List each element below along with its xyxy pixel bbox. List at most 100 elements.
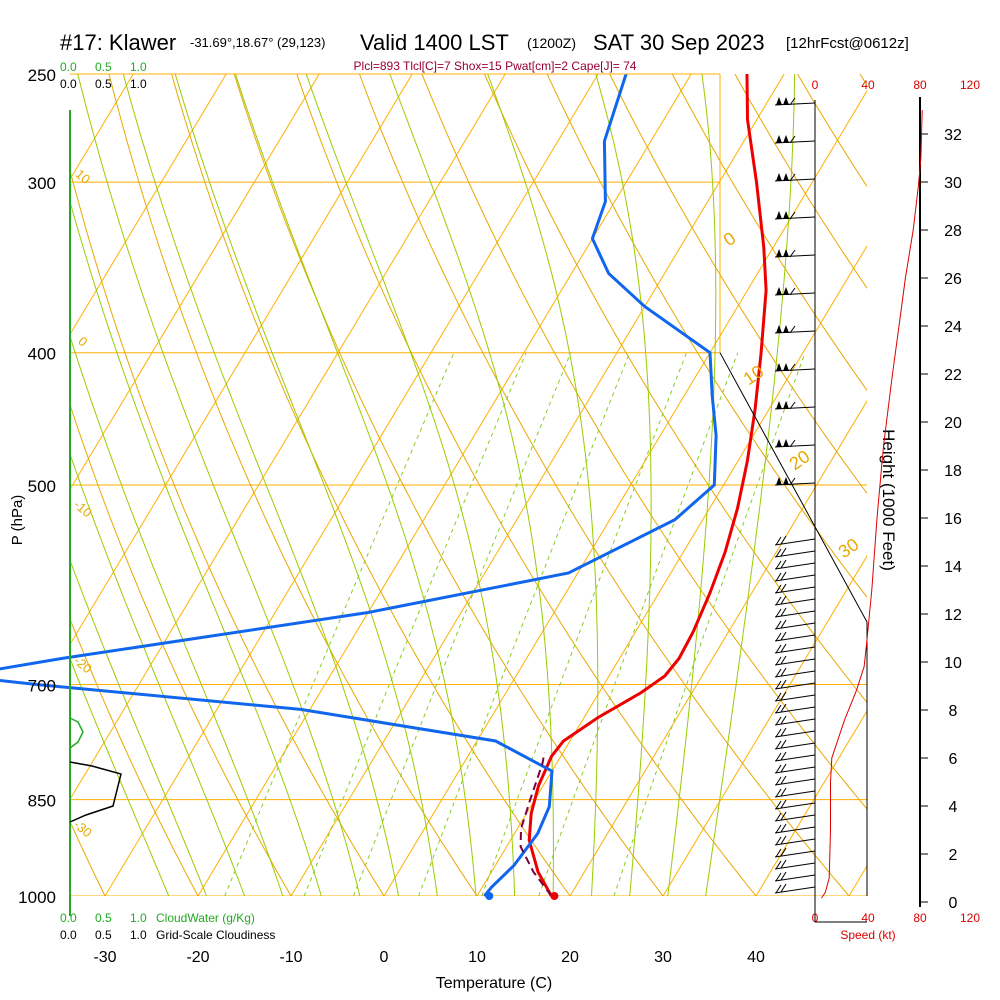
pressure-tick-1000: 1000	[18, 888, 56, 907]
wind-barb	[774, 583, 816, 594]
mixing-ratio-2	[303, 352, 527, 896]
height-tick-4: 4	[949, 799, 958, 816]
cloudwater-profile	[69, 717, 84, 749]
wind-barb-feather	[789, 363, 796, 372]
wind-barb-staff	[774, 682, 816, 690]
wind-barb	[774, 571, 816, 582]
dry-adiabat-50	[358, 74, 850, 896]
isotherm-10	[476, 245, 867, 896]
wind-barbs	[774, 97, 816, 894]
wind-barb-feather	[775, 608, 782, 618]
wind-barb-staff	[774, 730, 816, 738]
wind-barb-feather	[780, 715, 787, 725]
wind-barb-feather	[780, 583, 787, 593]
wind-barb	[774, 173, 816, 182]
wind-speed-curve	[821, 109, 923, 899]
temp-tick-10: 10	[468, 949, 486, 966]
moist-adiabat-4	[122, 74, 400, 896]
dry-adiabat--20	[70, 617, 199, 896]
wind-barb-feather	[775, 716, 782, 726]
wind-barb-feather	[780, 559, 787, 569]
wind-barb-feather	[775, 872, 782, 882]
temp-tick-20: 20	[561, 949, 579, 966]
moist-adiabat--16	[70, 558, 208, 896]
wind-barb-feather	[780, 667, 787, 677]
cloudwater-scale-05: 0.5	[95, 60, 112, 74]
cloudiness-scale-1: 1.0	[130, 77, 147, 91]
wind-barb-feather	[789, 287, 796, 296]
dry-adiabat-40	[296, 74, 757, 896]
wind-barb-feather	[789, 249, 796, 258]
height-tick-0: 0	[949, 895, 958, 912]
mixing-ratio-label-3: 3	[352, 895, 360, 911]
moist-adiabat--20	[70, 657, 170, 896]
wind-barb-feather	[780, 619, 787, 629]
height-tick-10: 10	[944, 655, 962, 672]
wind-barb-staff	[774, 562, 816, 570]
height-tick-26: 26	[944, 271, 962, 288]
wind-barb-staff	[774, 622, 816, 630]
isotherm--70	[70, 74, 227, 336]
wind-barb-feather	[775, 620, 782, 630]
wind-barb	[774, 607, 816, 618]
wind-barb	[774, 883, 816, 894]
wind-barb	[774, 325, 816, 334]
wind-barb-feather	[780, 727, 787, 737]
wind-barb-staff	[774, 778, 816, 786]
forecast-date: SAT 30 Sep 2023	[593, 30, 765, 55]
cloudiness-label: Grid-Scale Cloudiness	[156, 928, 275, 942]
wind-barb	[774, 775, 816, 786]
wind-barb-staff	[774, 826, 816, 834]
wind-barb-feather	[789, 211, 796, 220]
dry-adiabat-60	[421, 74, 867, 810]
wind-barb	[774, 211, 816, 220]
wind-barb-flag	[776, 363, 789, 371]
wind-barb-feather	[775, 752, 782, 762]
cloudwater-scale-bottom-1: 1.0	[130, 911, 147, 925]
height-tick-30: 30	[944, 175, 962, 192]
pressure-tick-700: 700	[28, 677, 56, 696]
wind-barb	[774, 535, 816, 546]
speed-tick-top-0: 0	[812, 78, 819, 92]
wind-barb	[774, 667, 816, 678]
isotherm-50	[848, 865, 867, 896]
zulu-time: (1200Z)	[527, 35, 576, 51]
thermo-grid: 1 2 3 5 8 12 20	[70, 74, 867, 911]
mixing-ratio-8	[481, 352, 687, 896]
wind-barb	[774, 799, 816, 810]
isotherm--40	[70, 74, 506, 801]
wind-barb	[774, 287, 816, 296]
wind-barb-feather	[780, 859, 787, 869]
wind-barb-staff	[774, 550, 816, 558]
adiabat-label-7: 20	[786, 446, 814, 474]
cloudiness-profile	[69, 761, 122, 823]
moist-adiabat--4	[70, 200, 322, 896]
wind-barb-feather	[789, 135, 796, 144]
wind-barb-feather	[780, 655, 787, 665]
wind-barb-flag	[776, 325, 789, 333]
temp-tick-0: 0	[380, 949, 389, 966]
adiabat-label-2: -10	[71, 497, 95, 521]
wind-barb-feather	[780, 703, 787, 713]
wind-barb-staff	[774, 598, 816, 606]
dry-adiabat-10	[108, 74, 478, 896]
valid-time: Valid 1400 LST	[360, 30, 509, 55]
wind-barb-staff	[774, 850, 816, 858]
wind-barb-feather	[775, 656, 782, 666]
mixing-ratio-label-12: 12	[533, 895, 549, 911]
wind-barb	[774, 439, 816, 448]
temp-tick-40: 40	[747, 949, 765, 966]
wind-barb-staff	[774, 754, 816, 762]
wind-barb	[774, 249, 816, 258]
wind-barb-staff	[774, 838, 816, 846]
height-tick-32: 32	[944, 127, 962, 144]
speed-tick-top-120: 120	[960, 78, 980, 92]
moist-adiabat-8	[174, 74, 438, 896]
pressure-tick-300: 300	[28, 174, 56, 193]
wind-barb	[774, 763, 816, 774]
wind-barb-feather	[775, 680, 782, 690]
mixing-ratio-label-20: 20	[608, 895, 624, 911]
adiabat-label-8: 30	[835, 534, 863, 562]
